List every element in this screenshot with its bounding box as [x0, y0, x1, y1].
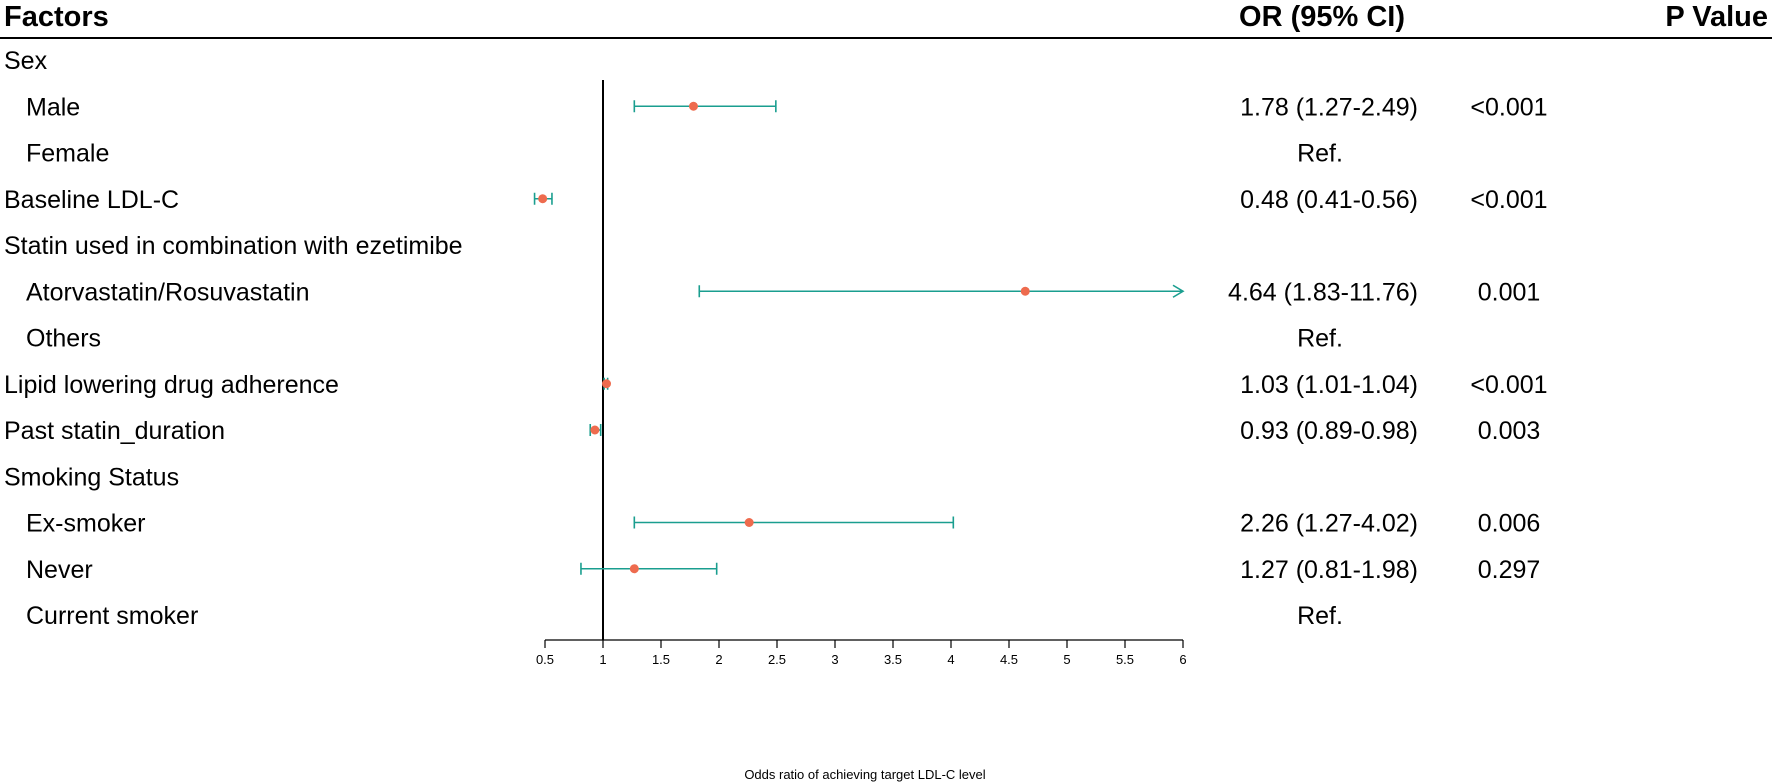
row-label: Past statin_duration	[4, 417, 225, 445]
x-tick-label: 6	[1179, 652, 1186, 667]
row-label: Male	[26, 93, 80, 121]
x-tick-label: 5.5	[1116, 652, 1134, 667]
p-value: 0.297	[1478, 556, 1541, 584]
factors-header: Factors	[4, 1, 109, 33]
x-tick-label: 3.5	[884, 652, 902, 667]
or-ci-value: 4.64 (1.83-11.76)	[1228, 278, 1418, 306]
row-label: Baseline LDL-C	[4, 186, 179, 214]
or-ci-value: Ref.	[1297, 602, 1343, 630]
or-ci-value: 1.78 (1.27-2.49)	[1240, 93, 1418, 121]
p-value-header: P Value	[1665, 1, 1768, 33]
x-tick-label: 4.5	[1000, 652, 1018, 667]
row-label: Never	[26, 556, 93, 584]
p-value: <0.001	[1470, 93, 1547, 121]
x-axis: 0.5 1 1.5 2 2.5 3 3.5 4 4.5 5 5.5 6	[536, 639, 1187, 667]
row-label: Female	[26, 140, 109, 168]
x-tick-label: 1	[599, 652, 606, 667]
point-estimate	[629, 564, 639, 574]
or-ci-value: 2.26 (1.27-4.02)	[1240, 510, 1418, 538]
point-estimate	[538, 194, 548, 204]
or-ci-value: Ref.	[1297, 325, 1343, 353]
rows-layer: Sex Male 1.78 (1.27-2.49) <0.001 Female Ref. B…	[4, 47, 1548, 630]
point-estimate	[601, 379, 611, 389]
row-label: Smoking Status	[4, 463, 179, 491]
ci-arrow-icon	[1172, 284, 1185, 298]
row-label: Statin used in combination with ezetimib…	[4, 232, 463, 260]
p-value: 0.003	[1478, 417, 1541, 445]
or-ci-value: Ref.	[1297, 140, 1343, 168]
or-ci-value: 1.27 (0.81-1.98)	[1240, 556, 1418, 584]
row-label: Current smoker	[26, 602, 198, 630]
x-tick-label: 4	[947, 652, 954, 667]
point-estimate	[1020, 286, 1030, 296]
point-estimate	[590, 425, 600, 435]
x-tick-label: 0.5	[536, 652, 554, 667]
x-tick-label: 3	[831, 652, 838, 667]
point-estimate	[744, 518, 754, 527]
x-tick-label: 5	[1063, 652, 1070, 667]
p-value: <0.001	[1470, 186, 1547, 214]
p-value: 0.001	[1478, 278, 1541, 306]
row-label: Atorvastatin/Rosuvastatin	[26, 278, 309, 306]
or-ci-value: 1.03 (1.01-1.04)	[1240, 371, 1418, 399]
or-ci-header: OR (95% CI)	[1239, 1, 1405, 33]
row-label: Sex	[4, 47, 48, 75]
x-tick-label: 1.5	[652, 652, 670, 667]
x-tick-label: 2.5	[768, 652, 786, 667]
row-label: Others	[26, 325, 101, 353]
x-axis-label: Odds ratio of achieving target LDL-C lev…	[744, 767, 985, 782]
x-tick-label: 2	[715, 652, 722, 667]
row-label: Lipid lowering drug adherence	[4, 371, 339, 399]
point-estimate	[688, 101, 698, 111]
p-value: 0.006	[1478, 510, 1541, 538]
or-ci-value: 0.48 (0.41-0.56)	[1240, 186, 1418, 214]
p-value: <0.001	[1470, 371, 1547, 399]
or-ci-value: 0.93 (0.89-0.98)	[1240, 417, 1418, 445]
row-label: Ex-smoker	[26, 510, 145, 538]
marks-layer	[533, 80, 1185, 640]
